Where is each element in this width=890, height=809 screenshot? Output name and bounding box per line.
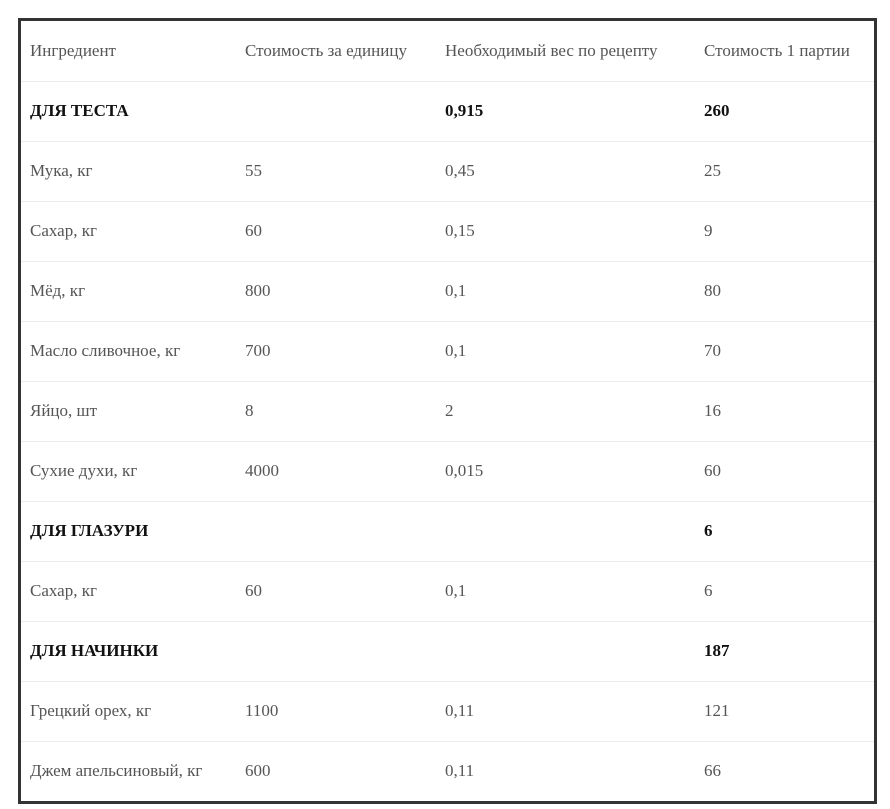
table-cell: Необходимый вес по рецепту — [436, 21, 695, 82]
table-cell: ДЛЯ НАЧИНКИ — [21, 621, 236, 682]
table-cell: Сухие духи, кг — [21, 441, 236, 502]
table-cell — [436, 501, 695, 562]
table-cell: 0,1 — [436, 261, 695, 322]
table-cell: 6 — [695, 501, 874, 562]
ingredient-row: Грецкий орех, кг 1100 0,11 121 — [21, 681, 874, 742]
ingredient-row: Мука, кг 55 0,45 25 — [21, 141, 874, 202]
table-cell: 25 — [695, 141, 874, 202]
ingredient-row: Масло сливочное, кг 700 0,1 70 — [21, 321, 874, 382]
table-cell: Стоимость за единицу — [236, 21, 436, 82]
table-cell: Масло сливочное, кг — [21, 321, 236, 382]
section-row: ДЛЯ ТЕСТА 0,915 260 — [21, 81, 874, 142]
table-cell: 0,15 — [436, 201, 695, 262]
table-cell: 700 — [236, 321, 436, 382]
table-cell: 187 — [695, 621, 874, 682]
table-cell: Мёд, кг — [21, 261, 236, 322]
table-cell: 80 — [695, 261, 874, 322]
ingredient-row: Мёд, кг 800 0,1 80 — [21, 261, 874, 322]
table-cell: 4000 — [236, 441, 436, 502]
table-cell: ДЛЯ ТЕСТА — [21, 81, 236, 142]
ingredient-row: Яйцо, шт 8 2 16 — [21, 381, 874, 442]
table-cell: 70 — [695, 321, 874, 382]
table-cell: 0,1 — [436, 561, 695, 622]
table-cell: 0,915 — [436, 81, 695, 142]
table-cell: 0,11 — [445, 761, 475, 781]
table-cell: 0,015 — [436, 441, 695, 502]
section-row: ДЛЯ НАЧИНКИ 187 — [21, 621, 874, 682]
table-cell: ДЛЯ ГЛАЗУРИ — [21, 501, 236, 562]
table-cell: 8 — [236, 381, 436, 442]
table-cell: 55 — [236, 141, 436, 202]
table-cell: Ингредиент — [21, 21, 236, 82]
table-cell: Сахар, кг — [21, 561, 236, 622]
table-body: Ингредиент Стоимость за единицу Необходимы… — [21, 21, 874, 801]
table-frame: Ингредиент Стоимость за единицу Необходимы… — [18, 18, 877, 804]
table-cell — [236, 621, 436, 682]
ingredient-row: Сахар, кг 60 0,15 9 — [21, 201, 874, 262]
table-cell: 1100 — [236, 681, 436, 742]
table-cell: 600 — [245, 761, 271, 781]
table-cell: 66 — [704, 761, 721, 781]
table-cell: 16 — [695, 381, 874, 442]
table-cell: 2 — [436, 381, 695, 442]
header-row: Ингредиент Стоимость за единицу Необходимы… — [21, 21, 874, 82]
table-cell — [236, 501, 436, 562]
table-cell: Стоимость 1 партии — [695, 21, 874, 82]
table-cell: Сахар, кг — [21, 201, 236, 262]
table-cell — [436, 621, 695, 682]
ingredient-row: Сухие духи, кг 4000 0,015 60 — [21, 441, 874, 502]
table-cell: Мука, кг — [21, 141, 236, 202]
table-cell: 0,45 — [436, 141, 695, 202]
table-cell: 6 — [695, 561, 874, 622]
table-cell: 0,1 — [436, 321, 695, 382]
table-cell: Джем апельсиновый, кг — [30, 761, 203, 781]
table-cell: 800 — [236, 261, 436, 322]
section-row: ДЛЯ ГЛАЗУРИ 6 — [21, 501, 874, 562]
table-cell: 121 — [695, 681, 874, 742]
table-cell: Яйцо, шт — [21, 381, 236, 442]
table-cell: 60 — [236, 561, 436, 622]
ingredient-row: Джем апельсиновый, кг 600 0,11 66 — [21, 741, 874, 801]
table-cell: 260 — [695, 81, 874, 142]
ingredient-table: Ингредиент Стоимость за единицу Необходимы… — [21, 21, 874, 801]
table-cell: 60 — [695, 441, 874, 502]
table-cell: 0,11 — [436, 681, 695, 742]
ingredient-row: Сахар, кг 60 0,1 6 — [21, 561, 874, 622]
table-cell — [236, 81, 436, 142]
table-cell: 60 — [236, 201, 436, 262]
table-cell: 9 — [695, 201, 874, 262]
table-cell: Грецкий орех, кг — [21, 681, 236, 742]
